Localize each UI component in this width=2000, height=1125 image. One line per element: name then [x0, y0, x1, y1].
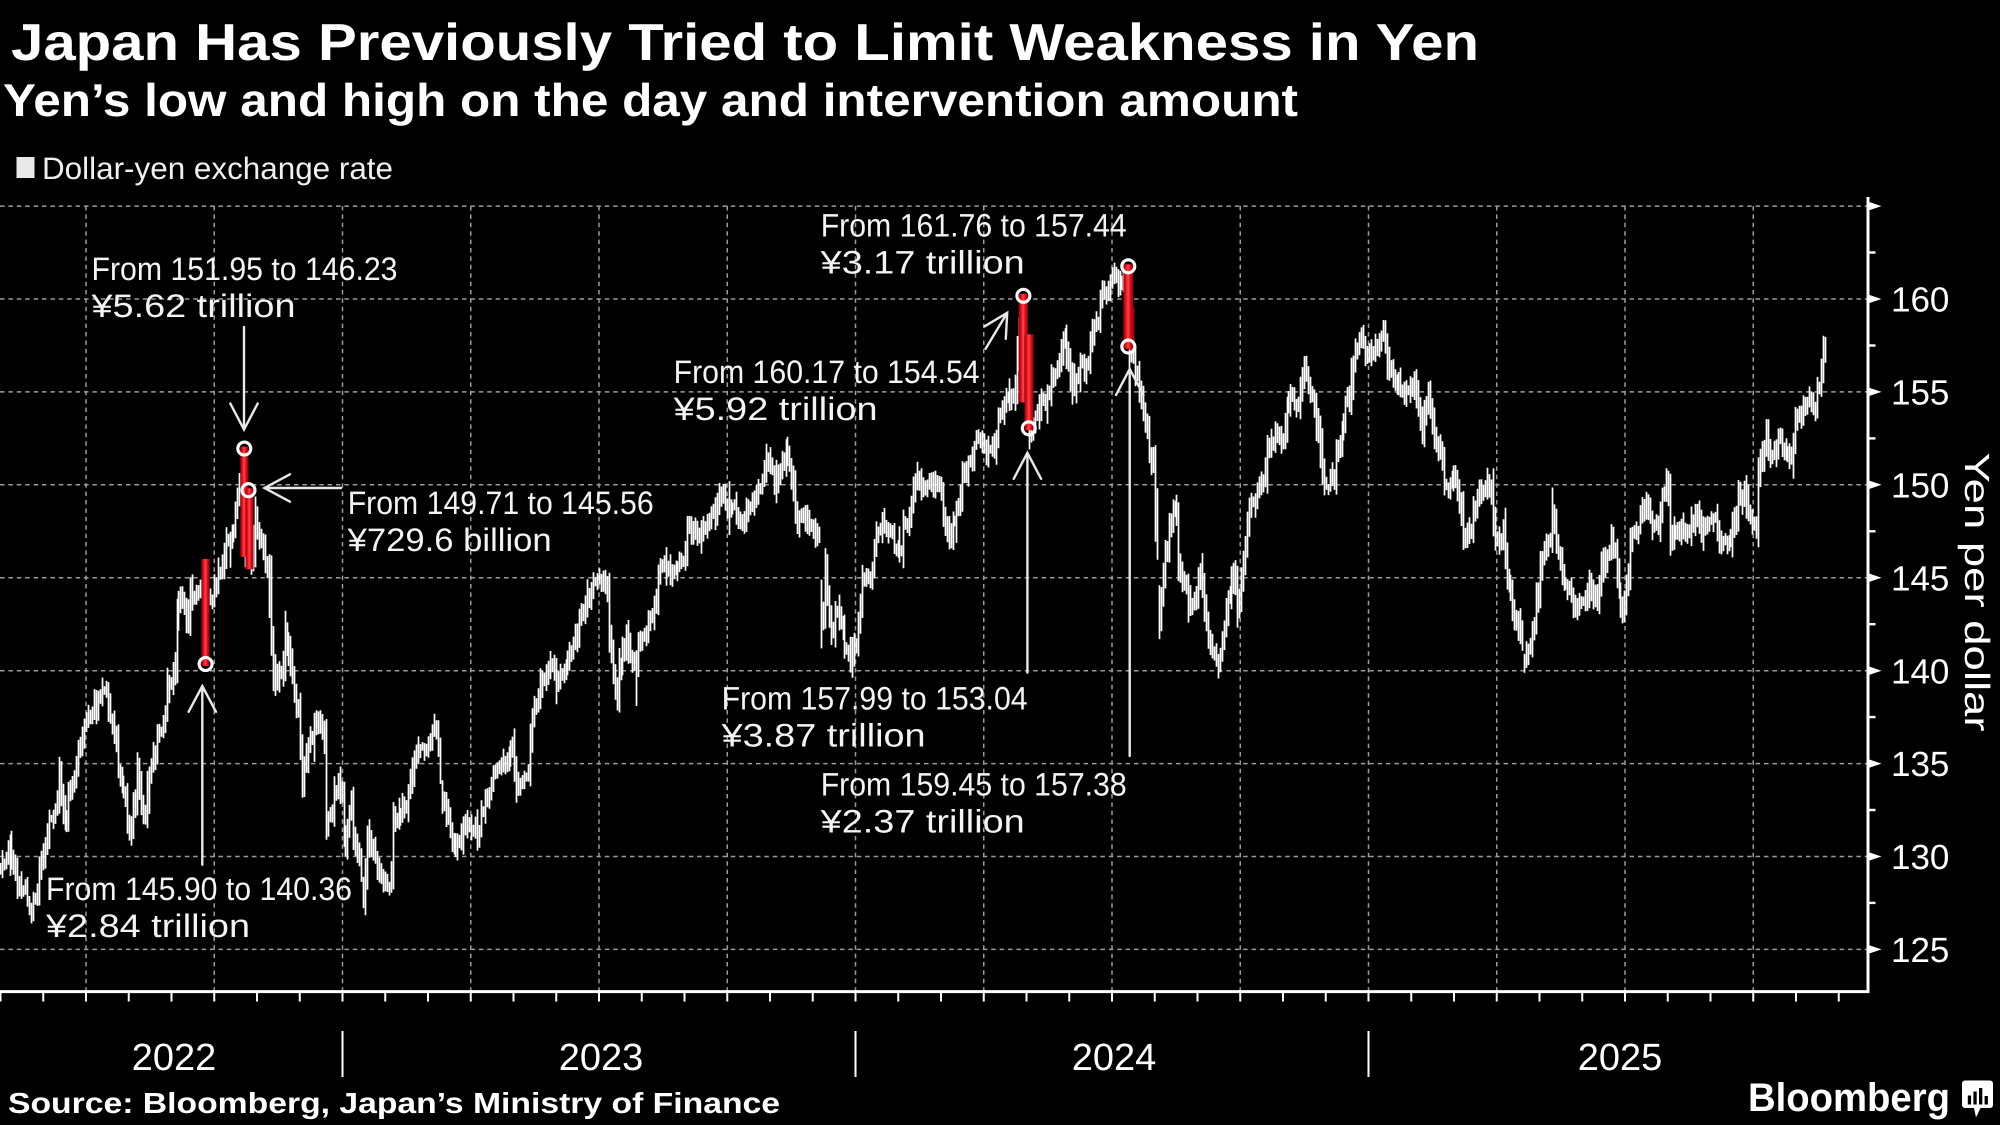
svg-text:160: 160	[1891, 281, 1949, 320]
svg-text:¥729.6 billion: ¥729.6 billion	[347, 522, 552, 558]
svg-text:¥5.92 trillion: ¥5.92 trillion	[672, 391, 877, 427]
svg-text:Source: Bloomberg, Japan’s Min: Source: Bloomberg, Japan’s Ministry of F…	[8, 1088, 780, 1120]
svg-text:2023: 2023	[559, 1037, 644, 1079]
svg-text:From 161.76 to 157.44: From 161.76 to 157.44	[821, 208, 1127, 244]
svg-text:From 149.71 to 145.56: From 149.71 to 145.56	[348, 485, 654, 521]
svg-text:Bloomberg: Bloomberg	[1748, 1076, 1950, 1120]
svg-text:¥2.84 trillion: ¥2.84 trillion	[45, 908, 250, 944]
svg-text:From 145.90 to 140.36: From 145.90 to 140.36	[46, 871, 352, 907]
svg-text:Yen per dollar: Yen per dollar	[1957, 453, 1996, 732]
svg-text:Yen’s low and high on the day: Yen’s low and high on the day and interv…	[3, 74, 1298, 126]
svg-text:135: 135	[1891, 745, 1949, 784]
svg-text:155: 155	[1891, 374, 1949, 413]
svg-text:145: 145	[1891, 559, 1949, 598]
svg-text:From 160.17 to 154.54: From 160.17 to 154.54	[674, 354, 980, 390]
svg-text:150: 150	[1891, 466, 1949, 505]
svg-text:2024: 2024	[1072, 1037, 1157, 1079]
svg-text:2025: 2025	[1578, 1037, 1663, 1079]
svg-text:125: 125	[1891, 931, 1949, 970]
svg-text:From 151.95 to 146.23: From 151.95 to 146.23	[92, 251, 398, 287]
svg-text:From 159.45 to 157.38: From 159.45 to 157.38	[821, 767, 1127, 803]
svg-text:From 157.99 to 153.04: From 157.99 to 153.04	[722, 681, 1028, 717]
svg-text:¥2.37 trillion: ¥2.37 trillion	[820, 804, 1025, 840]
svg-text:¥3.17 trillion: ¥3.17 trillion	[820, 245, 1025, 281]
svg-text:130: 130	[1891, 838, 1949, 877]
svg-text:¥5.62 trillion: ¥5.62 trillion	[90, 288, 295, 324]
svg-text:Dollar-yen exchange rate: Dollar-yen exchange rate	[42, 151, 393, 186]
svg-text:¥3.87 trillion: ¥3.87 trillion	[720, 718, 925, 754]
svg-text:140: 140	[1891, 652, 1949, 691]
svg-text:2022: 2022	[132, 1037, 217, 1079]
svg-text:Japan Has Previously Tried to: Japan Has Previously Tried to Limit Weak…	[11, 14, 1479, 72]
